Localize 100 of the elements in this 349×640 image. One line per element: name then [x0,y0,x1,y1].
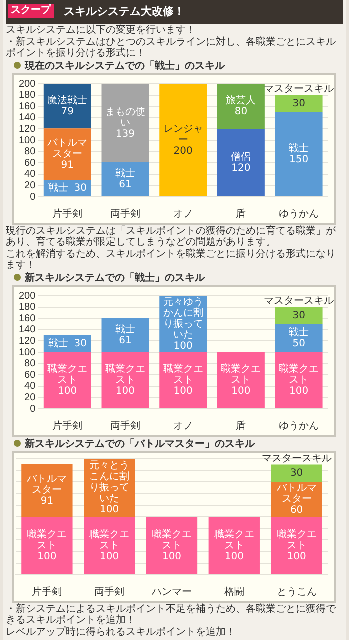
text: ・新システムによるスキルポイント不足を補うため、各職業ごとに獲得できるスキルポイントを追加！ [6,604,337,626]
data-label: 91 [61,160,74,171]
text: 戦士 [115,324,136,336]
data-label: 50 [292,338,306,350]
bar [102,84,150,163]
data-label: 91 [40,496,54,508]
y-tick-label: 160 [18,313,36,324]
text: 戦士 [115,168,136,180]
text: ・新スキルシステムはひとつのスキルラインに対し、各職業ごとにスキルポイントを振り分ける形式に！ [6,37,337,59]
x-tick-label: ハンマー [151,586,192,598]
x-tick-label: ゆうかん [279,420,320,432]
bar [275,112,323,196]
bar [84,517,136,574]
data-label: 100 [287,551,306,562]
text: 職業クエスト [90,529,130,552]
data-label: 100 [116,386,136,398]
series-label: 魔法戦士 [48,94,88,106]
series-label: 職業クエスト [163,363,204,386]
text: 職業クエスト [214,529,254,552]
text: スクープ [8,4,54,18]
text: 職業クエスト [279,364,320,386]
data-label: 100 [100,551,120,562]
text: 戦士 [289,327,310,338]
bar [44,352,92,408]
data-label: 100 [290,386,309,398]
data-label: 79 [61,106,74,118]
data-label: 30 [292,310,306,322]
text: 職業クエスト [152,529,192,552]
y-tick-label: 200 [18,78,36,90]
bar [102,162,150,196]
y-tick-label: 80 [24,358,36,370]
text: 職業クエスト [105,364,146,386]
x-tick-label: とうこん [276,586,317,598]
y-tick-label: 120 [18,336,36,347]
bar [271,517,322,574]
y-tick-label: 100 [18,135,36,146]
series-label: 旅芸人 [226,94,256,107]
data-label: 60 [290,505,304,516]
bar [271,482,322,517]
chart-title: 現在のスキルシステムでの「戦士」のスキル [14,61,343,72]
series-label: バトルマスター [46,138,88,160]
y-tick-label: 200 [18,290,36,302]
text: スキルシステム大改修！ [64,5,185,18]
text: 職業クエスト [27,529,68,552]
y-tick-label: 40 [24,169,36,180]
text: 現行のスキルシステムは「スキルポイントの獲得のために育てる職業」があり、育てる職業が限定してしまうなどの問題があります。 [6,226,337,248]
series-label: マスタースキル [264,296,334,307]
x-tick-label: 片手剣 [52,208,83,220]
data-label: 100 [100,504,120,516]
text: スキルシステムに以下の変更を行います！ [6,25,197,36]
y-tick-label: 0 [30,404,36,415]
series-label: 元々とうこんに割り振っていた [90,460,130,505]
bar [44,128,92,180]
y-tick-label: 180 [18,90,36,102]
x-tick-label: オノ [173,208,194,220]
series-label: まもの使い [105,106,146,129]
y-tick-label: 80 [24,146,36,158]
y-tick-label: 100 [18,347,36,358]
data-label: 150 [290,154,309,166]
bar [160,352,208,408]
bar [22,517,73,574]
data-label: 30 [290,468,304,480]
bar [271,464,322,482]
bar [275,307,323,324]
y-tick-label: 120 [18,124,36,135]
data-label: 139 [116,128,136,140]
y-tick-label: 140 [18,112,36,124]
bar [275,95,323,112]
x-tick-label: 両手剣 [110,420,140,432]
data-label: 61 [119,180,132,191]
text: レベルアップ時に得られるスキルポイントを追加！ [6,627,237,638]
x-tick-label: 片手剣 [32,586,62,598]
data-label: 100 [232,386,251,398]
data-label: 30 [74,182,87,194]
x-tick-label: オノ [173,420,194,432]
data-label: 100 [162,551,182,562]
data-label: 30 [292,98,306,110]
series-label: バトルマスター [276,483,317,506]
chart-title: 新スキルシステムでの「バトルマスター」のスキル [14,439,343,450]
data-label: 200 [174,146,193,157]
x-tick-label: 盾 [236,208,246,220]
data-label: 100 [224,551,244,562]
series-label: 戦士 [48,182,68,194]
data-label: 100 [174,386,193,398]
bar [146,517,198,574]
bar [217,129,265,196]
series-label: 僧侶 [231,150,252,163]
bar [217,84,265,130]
y-tick-label: 20 [24,180,36,192]
y-tick-label: 160 [18,101,36,112]
series-label: レンジャー [163,124,204,146]
x-tick-label: 格闘 [223,586,244,598]
x-tick-label: 両手剣 [110,208,140,220]
series-label: 戦士 [48,338,68,350]
y-tick-label: 40 [24,381,36,392]
x-tick-label: 片手剣 [52,420,83,432]
bar [160,84,208,196]
data-label: 100 [58,386,78,398]
data-label: 61 [119,335,132,346]
bar [208,517,260,574]
